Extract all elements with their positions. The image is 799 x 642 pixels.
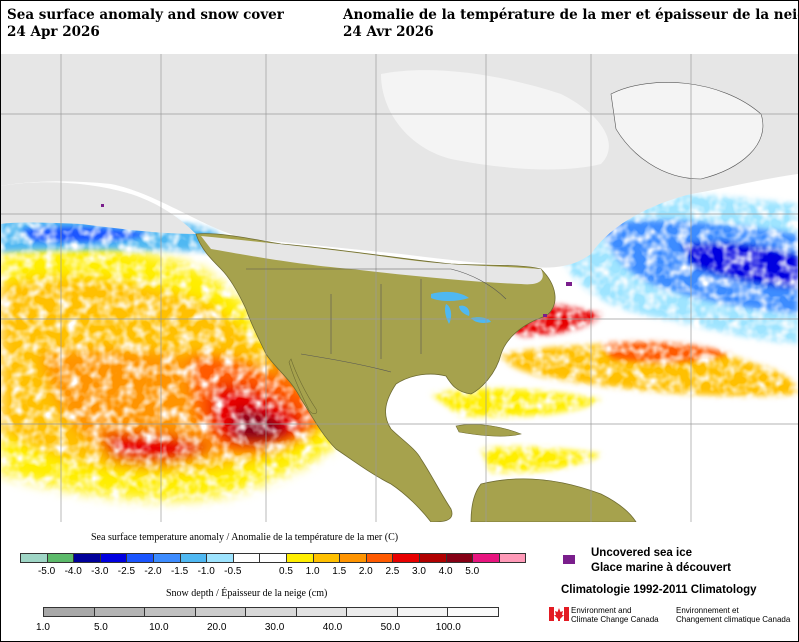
sst-swatch-2 <box>73 553 101 563</box>
sea-ice-label-english: Uncovered sea ice <box>591 547 693 559</box>
graticule <box>1 54 798 522</box>
snow-tick-label: 30.0 <box>264 622 285 633</box>
agency-french: Environnement et Changement climatique C… <box>676 606 790 624</box>
sst-swatch-12 <box>339 553 367 563</box>
title-french: Anomalie de la température de la mer et … <box>343 7 799 41</box>
snow-tick-label: 100.0 <box>435 622 461 633</box>
snow-swatch-7 <box>396 607 448 617</box>
sst-tick-label: -3.0 <box>91 566 109 577</box>
sst-swatch-9 <box>259 553 287 563</box>
sst-swatch-5 <box>153 553 181 563</box>
sst-swatch-7 <box>206 553 234 563</box>
sst-swatch-3 <box>99 553 128 563</box>
sst-snow-map <box>1 54 798 522</box>
political-boundaries <box>246 268 507 373</box>
sst-swatch-4 <box>126 553 154 563</box>
north-america-land <box>195 233 556 522</box>
climatology-label: Climatologie 1992-2011 Climatology <box>561 584 757 596</box>
title-english-date: 24 Apr 2026 <box>7 24 100 40</box>
snow-tick-label: 10.0 <box>149 622 169 633</box>
title-english: Sea surface anomaly and snow cover 24 Ap… <box>7 7 284 41</box>
agency-english: Environment and Climate Change Canada <box>571 606 659 624</box>
agency-english-line2: Climate Change Canada <box>571 615 659 624</box>
sst-swatch-15 <box>419 553 447 563</box>
title-french-text: Anomalie de la température de la mer et … <box>343 7 799 23</box>
sst-swatch-13 <box>365 553 394 563</box>
title-english-text: Sea surface anomaly and snow cover <box>7 7 284 23</box>
sst-tick-label: 1.5 <box>332 566 347 577</box>
sst-tick-label: 3.0 <box>412 566 426 577</box>
sst-tick-label: -0.5 <box>224 566 242 577</box>
snow-swatch-2 <box>144 607 196 617</box>
sst-swatch-17 <box>472 553 500 563</box>
sst-legend-caption: Sea surface temperature anomaly / Anomal… <box>91 532 399 543</box>
sst-swatch-6 <box>179 553 208 563</box>
snow-swatch-1 <box>93 607 145 617</box>
sst-tick-label: -2.5 <box>117 566 136 577</box>
sea-ice-label-french: Glace marine à découvert <box>591 562 731 574</box>
arctic-deep-snow <box>381 70 609 170</box>
sst-swatch-1 <box>46 553 75 563</box>
cuba <box>455 424 522 437</box>
sst-swatch-18 <box>498 553 527 563</box>
agency-english-line1: Environment and <box>571 606 632 615</box>
snow-tick-label: 50.0 <box>380 622 401 633</box>
snow-tick-label: 40.0 <box>322 622 343 633</box>
agency-french-line1: Environnement et <box>676 606 739 615</box>
canada-snow-over-land <box>201 236 543 285</box>
snow-swatch-4 <box>245 607 297 617</box>
south-america-land <box>470 478 637 522</box>
sst-swatch-16 <box>445 553 474 563</box>
sst-swatch-10 <box>286 553 314 563</box>
baja-california <box>288 358 318 414</box>
sst-swatch-0 <box>20 553 48 563</box>
sst-tick-label: -5.0 <box>37 566 56 577</box>
snow-swatch-3 <box>194 607 246 617</box>
sst-tick-label: 2.0 <box>358 566 373 577</box>
snow-tick-label: 20.0 <box>206 622 227 633</box>
greenland <box>610 82 764 180</box>
snow-swatch-8 <box>447 607 499 617</box>
sst-swatch-8 <box>232 553 261 563</box>
sst-swatch-14 <box>392 553 420 563</box>
sst-tick-label: -2.0 <box>144 566 162 577</box>
snow-swatch-5 <box>295 607 347 617</box>
snow-tick-label: 5.0 <box>93 622 108 633</box>
sst-tick-label: -1.0 <box>197 566 215 577</box>
sst-swatch-11 <box>312 553 341 563</box>
alaska-snow <box>1 182 196 234</box>
snow-tick-label: 1.0 <box>36 622 50 633</box>
sst-tick-label: -1.5 <box>170 566 189 577</box>
snow-legend-caption: Snow depth / Épaisseur de la neige (cm) <box>166 588 328 599</box>
sst-tick-label: -4.0 <box>64 566 82 577</box>
sst-tick-label: 5.0 <box>465 566 480 577</box>
snow-swatch-0 <box>43 607 95 617</box>
uncovered-sea-ice-marks <box>101 204 572 317</box>
sst-tick-label: 4.0 <box>438 566 453 577</box>
canada-flag-icon <box>549 607 569 621</box>
sst-tick-label: 0.5 <box>279 566 293 577</box>
agency-french-line2: Changement climatique Canada <box>676 615 791 624</box>
sst-tick-label: 2.5 <box>385 566 400 577</box>
snow-swatch-6 <box>346 607 398 617</box>
sea-ice-swatch <box>563 555 575 564</box>
title-french-date: 24 Avr 2026 <box>343 24 434 40</box>
sst-tick-label: 1.0 <box>305 566 320 577</box>
